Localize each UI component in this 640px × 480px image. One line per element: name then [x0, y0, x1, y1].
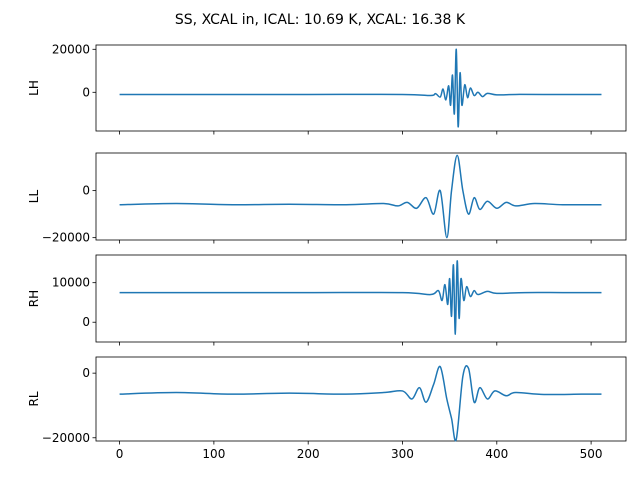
x-tick-label: 100	[202, 447, 225, 461]
panel-ll: −20000 0 LL	[27, 152, 627, 245]
series-line-rl	[119, 365, 602, 442]
axes-frame	[95, 356, 627, 442]
series-line-rh	[119, 260, 602, 335]
y-tick-label: 0	[82, 366, 90, 380]
x-tick-label: 300	[391, 447, 414, 461]
y-tick-label: −20000	[42, 231, 90, 245]
y-tick-label: 0	[82, 184, 90, 198]
axes-frame	[95, 254, 627, 343]
panel-rh: 0 10000 RH	[27, 254, 627, 346]
y-axis-label: LH	[27, 80, 41, 96]
panel-lh: 0 20000 LH	[27, 42, 627, 135]
series-line-lh	[119, 48, 602, 128]
y-axis-label: RL	[27, 391, 41, 406]
axes-frame	[95, 44, 627, 132]
y-tick-label: 10000	[52, 276, 90, 290]
panels: 0 20000 LH −20000 0 LL 0 10000 RH −20000 0 0 100 200 3…	[27, 42, 627, 461]
y-axis-label: RH	[27, 290, 41, 307]
y-tick-label: 20000	[52, 42, 90, 56]
y-tick-label: 0	[82, 85, 90, 99]
panel-rl: −20000 0 0 100 200 300 400 500 RL	[27, 356, 627, 461]
chart-title: SS, XCAL in, ICAL: 10.69 K, XCAL: 16.38 …	[175, 12, 466, 28]
x-tick-label: 400	[485, 447, 508, 461]
x-tick-label: 500	[580, 447, 603, 461]
y-tick-label: 0	[82, 315, 90, 329]
axes-frame	[95, 152, 627, 241]
y-tick-label: −20000	[42, 431, 90, 445]
y-axis-label: LL	[27, 190, 41, 204]
x-tick-label: 200	[297, 447, 320, 461]
x-tick-label: 0	[116, 447, 124, 461]
series-line-ll	[119, 154, 602, 239]
